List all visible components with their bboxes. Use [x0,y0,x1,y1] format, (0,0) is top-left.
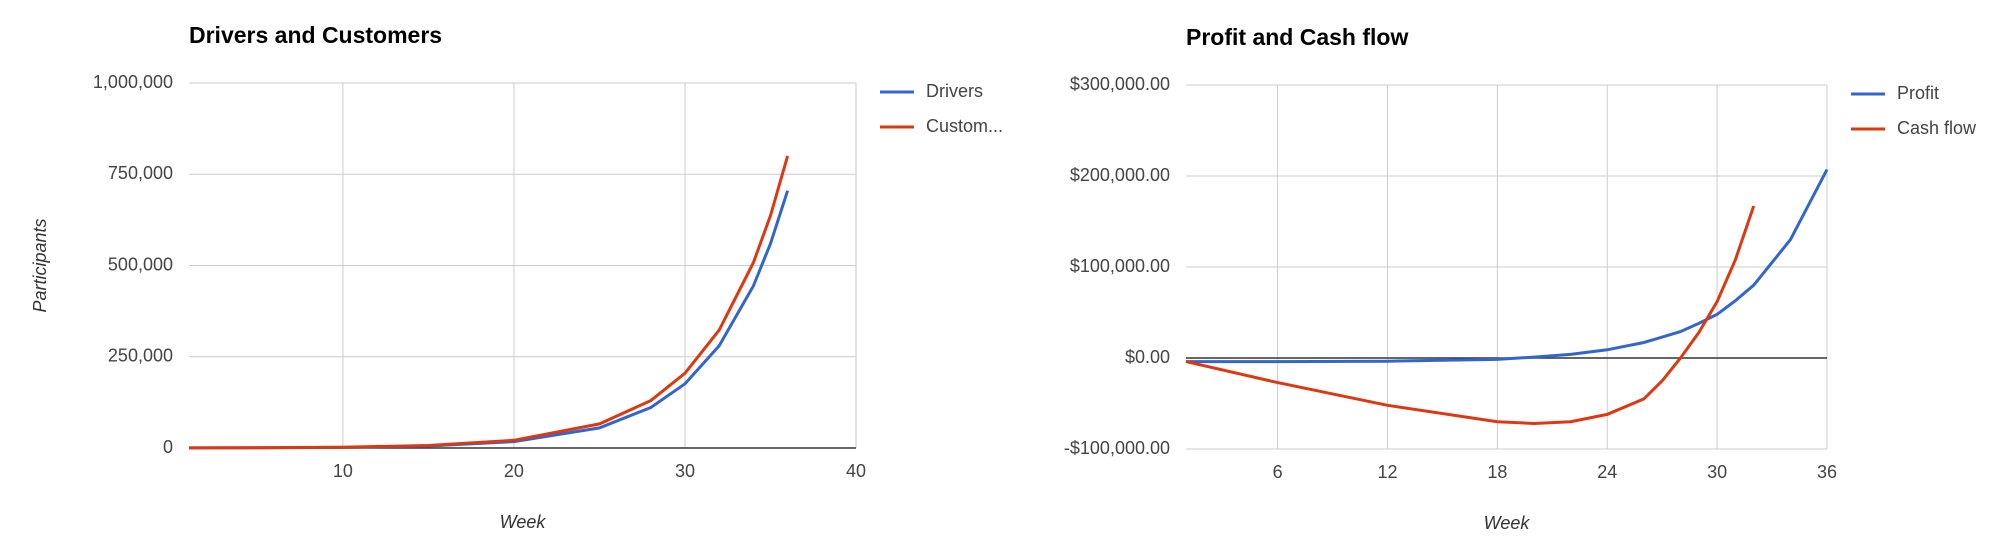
legend-label: Cash flow [1897,118,1977,138]
x-tick-label: 40 [846,461,866,481]
legend-label: Drivers [926,81,983,101]
series-line [188,190,790,450]
y-tick-label: 1,000,000 [93,72,173,92]
series-line [1186,168,1829,364]
y-tick-label: $200,000.00 [1070,165,1170,185]
y-tick-label: 250,000 [108,346,173,366]
x-tick-label: 30 [1707,462,1727,482]
y-tick-label: 500,000 [108,254,173,274]
y-axis-title: Participants [30,218,50,312]
y-tick-label: $300,000.00 [1070,74,1170,94]
x-tick-label: 10 [333,461,353,481]
x-tick-label: 6 [1273,462,1283,482]
y-tick-label: $0.00 [1125,347,1170,367]
series-line [1185,205,1756,426]
x-tick-label: 18 [1487,462,1507,482]
y-tick-label: 750,000 [108,163,173,183]
x-tick-label: 12 [1377,462,1397,482]
x-tick-label: 36 [1817,462,1837,482]
x-tick-label: 30 [675,461,695,481]
y-tick-label: $100,000.00 [1070,256,1170,276]
x-tick-label: 24 [1597,462,1617,482]
legend-label: Profit [1897,83,1939,103]
legend-label: Custom... [926,116,1003,136]
y-tick-label: 0 [163,437,173,457]
x-tick-label: 20 [504,461,524,481]
y-tick-label: -$100,000.00 [1064,438,1170,458]
x-axis-title: Week [500,512,547,532]
chart-title: Profit and Cash flow [1186,24,1408,50]
chart: Profit and Cash flow -$100,000.00 $0.00 $10… [1064,24,1977,533]
series-line [188,155,790,450]
x-axis-title: Week [1484,513,1531,533]
chart: Drivers and Customers 0 250,000 500,000 750,… [30,22,1003,532]
chart-title: Drivers and Customers [189,22,442,48]
